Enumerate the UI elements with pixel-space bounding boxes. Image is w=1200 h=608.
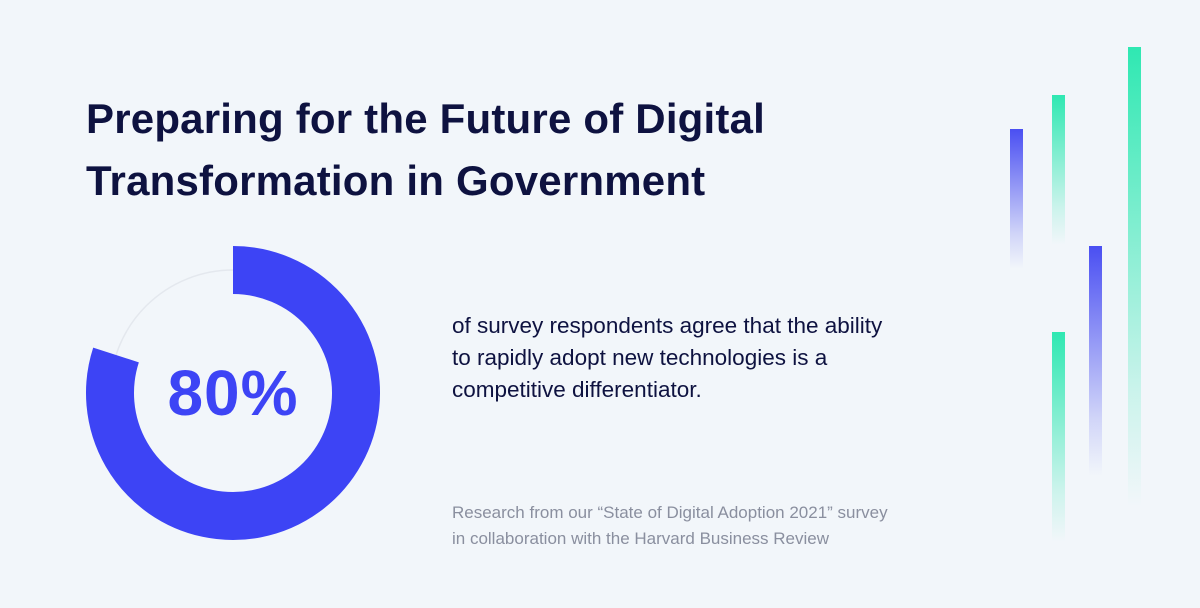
donut-slice-filled bbox=[86, 246, 380, 540]
decorative-bar bbox=[1052, 332, 1065, 542]
source-line-1: Research from our “State of Digital Adop… bbox=[452, 503, 888, 522]
percentage-label: 80% bbox=[167, 357, 299, 429]
decorative-bar bbox=[1010, 129, 1023, 269]
donut-svg bbox=[86, 246, 380, 540]
decorative-bar bbox=[1128, 47, 1141, 507]
stat-description: of survey respondents agree that the abi… bbox=[452, 310, 992, 406]
decorative-bar bbox=[1089, 246, 1102, 476]
title-line-2: Transformation in Government bbox=[86, 157, 706, 204]
donut-chart: 80% bbox=[84, 244, 382, 542]
title-line-1: Preparing for the Future of Digital bbox=[86, 95, 766, 142]
stat-line-2: to rapidly adopt new technologies is a bbox=[452, 345, 828, 370]
stat-line-1: of survey respondents agree that the abi… bbox=[452, 313, 883, 338]
stat-line-3: competitive differentiator. bbox=[452, 377, 702, 402]
decorative-bar bbox=[1052, 95, 1065, 245]
source-line-2: in collaboration with the Harvard Busine… bbox=[452, 529, 830, 548]
source-note: Research from our “State of Digital Adop… bbox=[452, 500, 1012, 552]
page-title: Preparing for the Future of Digital Tran… bbox=[86, 88, 906, 212]
